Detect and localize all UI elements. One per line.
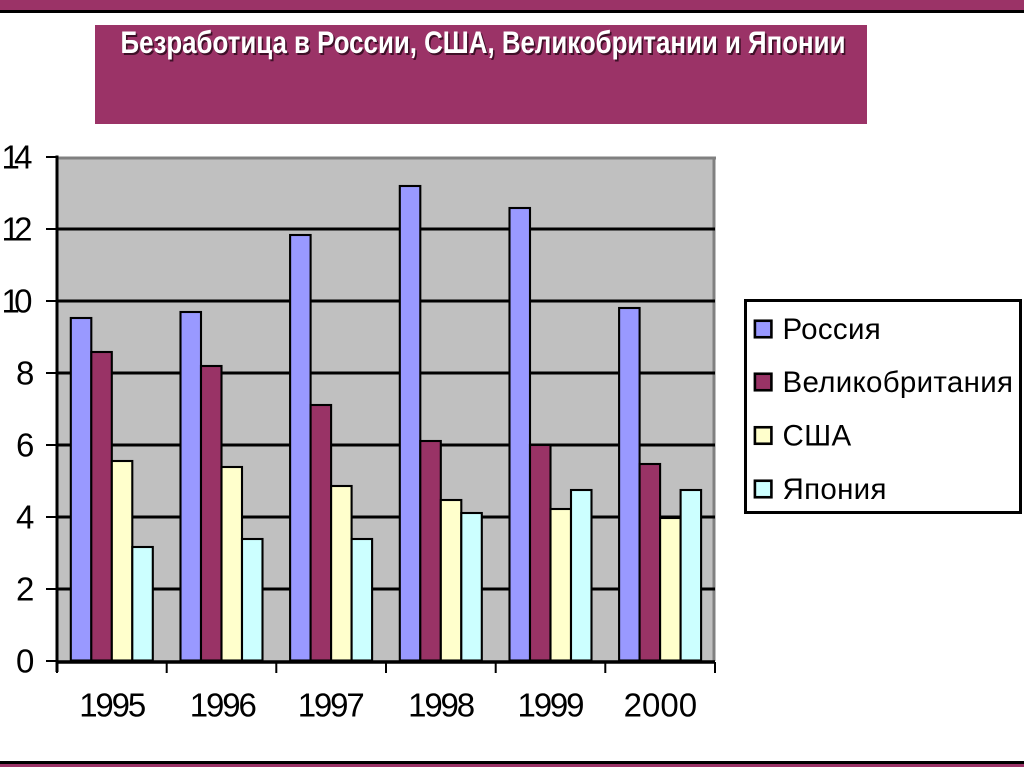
svg-text:2: 2 [16,571,34,608]
svg-text:США: США [783,420,852,453]
svg-text:0: 0 [16,643,34,680]
svg-text:Великобритания: Великобритания [783,366,1014,399]
svg-text:1998: 1998 [408,687,475,724]
svg-text:8: 8 [16,355,34,392]
svg-text:12: 12 [2,211,33,248]
svg-text:10: 10 [2,283,33,320]
svg-text:4: 4 [16,499,34,536]
svg-text:1999: 1999 [518,687,585,724]
svg-text:2000: 2000 [624,687,698,724]
svg-text:1996: 1996 [190,687,257,724]
svg-text:1995: 1995 [79,687,146,724]
svg-text:14: 14 [2,139,33,176]
svg-text:6: 6 [16,427,34,464]
svg-text:Россия: Россия [783,313,882,346]
svg-text:1997: 1997 [298,687,365,724]
svg-text:Япония: Япония [783,473,887,506]
